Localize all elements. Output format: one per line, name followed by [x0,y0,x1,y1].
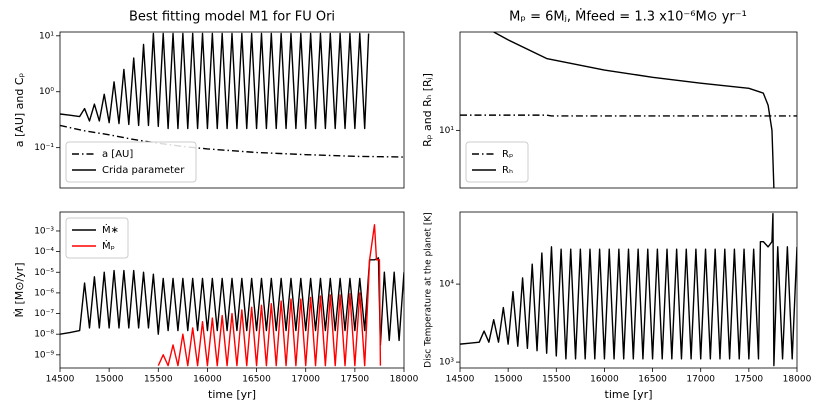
legend-label: Ṁ∗ [102,223,119,236]
x-tick-label: 16000 [193,375,222,385]
x-tick-label: 16500 [242,375,271,385]
plot-area [460,32,797,188]
y-axis-label: Disc Temperature at the planet [K] [424,212,434,368]
chart-title: Mₚ = 6Mⱼ, Ṁfeed = 1.3 x10⁻⁶M⊙ yr⁻¹ [509,9,747,25]
y-tick-label: 10⁰ [39,87,54,97]
x-tick-label: 15500 [542,375,571,385]
axes-frame [59,31,405,189]
series-line [493,32,775,188]
y-tick-label: 10⁻⁷ [34,309,54,319]
y-tick-label: 10¹ [39,31,54,41]
y-tick-label: 10⁻⁶ [34,288,54,298]
y-tick-label: 10⁻⁸ [34,330,54,340]
y-axis-label: a [AU] and Cₚ [13,72,26,147]
x-tick-label: 18000 [390,375,419,385]
plot-area [60,224,404,367]
y-axis-label: Rₚ and Rₕ [Rⱼ] [421,73,434,147]
y-tick-label: 10⁻⁵ [34,268,54,278]
series-line [460,114,797,117]
x-tick-label: 17500 [735,375,764,385]
y-tick-label: 10³ [439,358,454,368]
x-tick-label: 15500 [144,375,173,385]
legend-box [65,141,197,183]
y-axis-label: Ṁ [M⊙/yr] [13,262,26,317]
series-line [157,224,382,367]
legend-label: a [AU] [102,149,133,160]
x-axis-label: time [yr] [605,388,653,401]
y-tick-label: 10⁻³ [34,226,54,236]
x-tick-label: 17000 [291,375,320,385]
legend-box [465,141,529,183]
x-tick-label: 15000 [494,375,523,385]
axes-frame [459,31,798,189]
axes-frame [59,211,405,369]
y-tick-label: 10⁻⁴ [34,247,54,257]
series-line [60,32,370,130]
x-tick-label: 18000 [783,375,812,385]
x-tick-label: 16500 [638,375,667,385]
x-tick-label: 17500 [341,375,370,385]
y-tick-label: 10⁴ [439,280,454,290]
plot-area [460,212,797,367]
y-tick-label: 10⁻¹ [34,143,54,153]
legend-box [65,217,129,259]
x-tick-label: 15000 [95,375,124,385]
chart-title: Best fitting model M1 for FU Ori [129,10,335,25]
x-tick-label: 14500 [446,375,475,385]
axes-frame [459,211,798,369]
legend-label: Crida parameter [102,165,185,176]
series-line [60,257,404,346]
x-axis-label: time [yr] [208,388,256,401]
series-line [60,124,404,158]
series-line [460,212,797,367]
x-tick-label: 14500 [46,375,75,385]
y-tick-label: 10¹ [439,126,454,136]
legend-label: Rₕ [502,165,513,176]
legend-label: Rₚ [502,149,513,160]
y-tick-label: 10⁻⁹ [34,350,54,360]
x-tick-label: 17000 [686,375,715,385]
legend-label: Ṁₚ [102,239,115,252]
x-tick-label: 16000 [590,375,619,385]
plot-area [60,32,404,158]
